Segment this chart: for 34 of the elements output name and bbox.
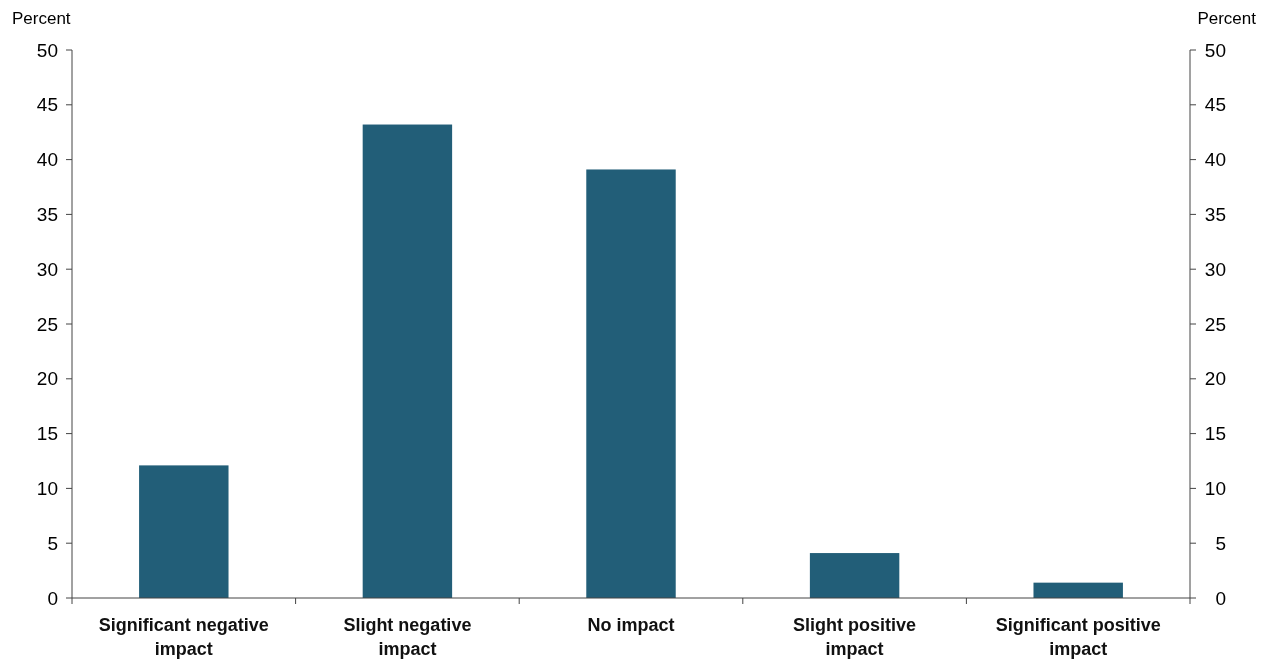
y-tick-label: 45 xyxy=(36,94,58,116)
y-tick-label: 20 xyxy=(36,368,58,390)
y2-tick-label: 30 xyxy=(1204,258,1226,280)
y-tick-label: 5 xyxy=(47,532,58,554)
y-tick-label: 15 xyxy=(36,423,58,445)
y2-tick-label: 10 xyxy=(1204,478,1226,500)
y2-axis-title: Percent xyxy=(1197,9,1257,28)
y-tick-label: 25 xyxy=(36,313,58,335)
y2-tick-label: 0 xyxy=(1215,587,1226,609)
y2-tick-label: 35 xyxy=(1204,204,1226,226)
y-tick-label: 40 xyxy=(36,149,58,171)
y2-tick-label: 45 xyxy=(1204,94,1226,116)
y2-tick-label: 50 xyxy=(1204,39,1226,61)
y-tick-label: 0 xyxy=(47,587,58,609)
x-tick-label: Slight negative impact xyxy=(343,615,472,659)
x-tick-label: Significant negative impact xyxy=(98,615,269,659)
bar xyxy=(809,553,900,598)
bar xyxy=(1033,582,1123,598)
y-tick-label: 30 xyxy=(36,258,58,280)
y2-tick-label: 15 xyxy=(1204,423,1226,445)
y2-tick-label: 5 xyxy=(1215,532,1226,554)
y2-tick-label: 20 xyxy=(1204,368,1226,390)
y-tick-label: 10 xyxy=(36,478,58,500)
y2-tick-label: 25 xyxy=(1204,313,1226,335)
bar xyxy=(362,124,453,598)
y-tick-label: 35 xyxy=(36,204,58,226)
bar xyxy=(139,465,229,598)
x-tick-label: Significant positive impact xyxy=(995,615,1161,659)
x-tick-label: No impact xyxy=(587,615,675,635)
y-axis-title: Percent xyxy=(12,9,71,28)
y-tick-label: 50 xyxy=(36,39,58,61)
x-tick-label: Slight positive impact xyxy=(793,615,917,659)
y2-tick-label: 40 xyxy=(1204,149,1226,171)
bar xyxy=(586,169,676,598)
